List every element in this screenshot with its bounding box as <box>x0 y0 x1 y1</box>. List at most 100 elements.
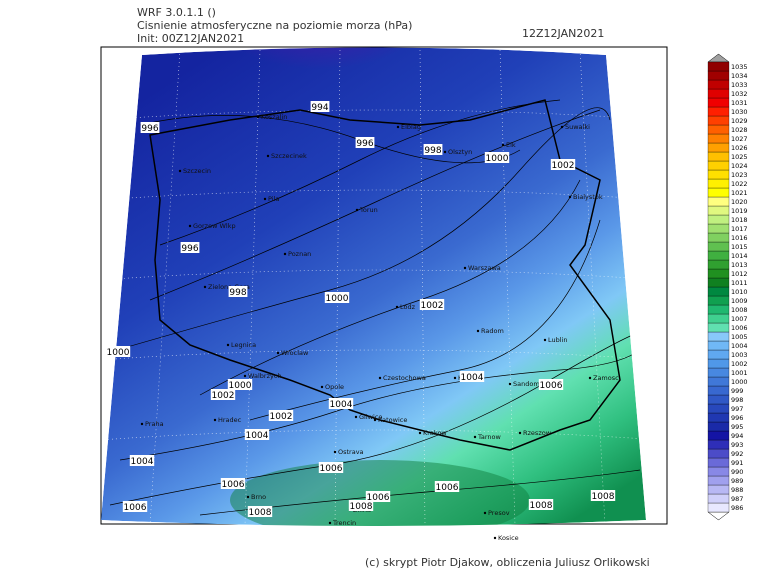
colorbar-label: 1017 <box>731 225 748 233</box>
colorbar-label: 1011 <box>731 279 748 287</box>
city-dot <box>213 418 217 422</box>
colorbar-cell <box>707 421 730 432</box>
city-dot <box>355 208 359 212</box>
city-name: Radom <box>481 327 504 335</box>
city-name: Wroclaw <box>281 349 309 357</box>
contour-label: 1002 <box>270 412 293 422</box>
colorbar-cell <box>707 88 730 99</box>
city-name: Gorzow Wlkp <box>193 222 236 230</box>
colorbar-label: 1004 <box>731 342 748 350</box>
colorbar-label: 1030 <box>731 108 748 116</box>
colorbar-label: 1031 <box>731 99 748 107</box>
colorbar-label: 1001 <box>731 369 748 377</box>
map-field <box>101 47 646 526</box>
contour-label: 1000 <box>486 154 509 164</box>
city-name: Pila <box>268 195 279 203</box>
colorbar-cell <box>707 493 730 504</box>
colorbar-cell <box>707 358 730 369</box>
colorbar-label: 996 <box>731 414 743 422</box>
city-dot <box>418 431 422 435</box>
colorbar-label: 1021 <box>731 189 748 197</box>
contour-label: 1006 <box>436 483 459 493</box>
city-dot <box>283 252 287 256</box>
contour-label: 1004 <box>246 431 269 441</box>
city-name: Krakow <box>423 429 447 437</box>
colorbar-cell <box>707 205 730 216</box>
colorbar-cell <box>707 403 730 414</box>
contour-label-box <box>365 491 391 502</box>
contour-label: 996 <box>356 139 373 149</box>
contour-label-box <box>268 410 294 421</box>
contour-label-box <box>590 490 616 501</box>
colorbar-cell <box>707 349 730 360</box>
colorbar-label: 1032 <box>731 90 748 98</box>
colorbar-cell <box>707 250 730 261</box>
contour-label: 1004 <box>461 373 484 383</box>
city-dot <box>501 143 505 147</box>
colorbar-cell <box>707 268 730 279</box>
colorbar-label: 998 <box>731 396 743 404</box>
contour-label-box <box>129 455 155 466</box>
credits: (c) skrypt Piotr Djakow, obliczenia Juli… <box>365 556 650 569</box>
colorbar-cell <box>707 277 730 288</box>
colorbar-label: 1016 <box>731 234 748 242</box>
colorbar-cell <box>707 70 730 81</box>
contour-label-box <box>528 499 554 510</box>
city-dot <box>453 376 457 380</box>
contour-label-box <box>227 379 253 390</box>
colorbar-cell <box>707 484 730 495</box>
city-dot <box>443 150 447 154</box>
contour-label: 1006 <box>222 480 245 490</box>
city-name: Warszawa <box>468 264 501 272</box>
city-name: Lublin <box>548 336 567 344</box>
city-dot <box>263 197 267 201</box>
contour-label-box <box>140 122 160 133</box>
colorbar-cell <box>707 151 730 162</box>
colorbar-cell <box>707 295 730 306</box>
contour-label-box <box>210 389 236 400</box>
colorbar-label: 988 <box>731 486 743 494</box>
city-dot <box>246 495 250 499</box>
colorbar-cell <box>707 376 730 387</box>
contour-label: 1000 <box>107 348 130 358</box>
isobars <box>109 99 646 516</box>
city-dot <box>396 125 400 129</box>
city-dot <box>543 338 547 342</box>
contour-label-box <box>180 242 200 253</box>
colorbar-cell <box>707 367 730 378</box>
city-dot <box>243 374 247 378</box>
contour-label: 996 <box>141 124 158 134</box>
colorbar-cell <box>707 115 730 126</box>
colorbar-label: 1033 <box>731 81 748 89</box>
colorbar-cell <box>707 394 730 405</box>
city-dot <box>203 285 207 289</box>
colorbar-cell <box>707 223 730 234</box>
colorbar-label: 989 <box>731 477 743 485</box>
contour-label-box <box>459 371 485 382</box>
city-name: Elblag <box>401 123 421 131</box>
colorbar-cell <box>707 313 730 324</box>
city-name: Praha <box>145 420 164 428</box>
colorbar-cell <box>707 457 730 468</box>
colorbar-cell <box>707 142 730 153</box>
colorbar-cell <box>707 286 730 297</box>
city-name: Trencin <box>332 519 356 527</box>
colorbar-label: 993 <box>731 441 743 449</box>
contour-label-box <box>105 346 131 357</box>
city-dot <box>256 115 260 119</box>
colorbar-cell <box>707 304 730 315</box>
contour-label-box <box>348 500 374 511</box>
city-dot <box>518 431 522 435</box>
city-dot <box>493 536 497 540</box>
city-dot <box>476 329 480 333</box>
colorbar-cell <box>707 160 730 171</box>
colorbar-label: 995 <box>731 423 743 431</box>
colorbar-label: 1020 <box>731 198 748 206</box>
contour-label-box <box>423 144 443 155</box>
contour-label-box <box>355 137 375 148</box>
colorbar-label: 1022 <box>731 180 748 188</box>
colorbar-label: 1007 <box>731 315 748 323</box>
city-dot <box>276 351 280 355</box>
city-name: Katowice <box>378 416 407 424</box>
colorbar-label: 1024 <box>731 162 748 170</box>
